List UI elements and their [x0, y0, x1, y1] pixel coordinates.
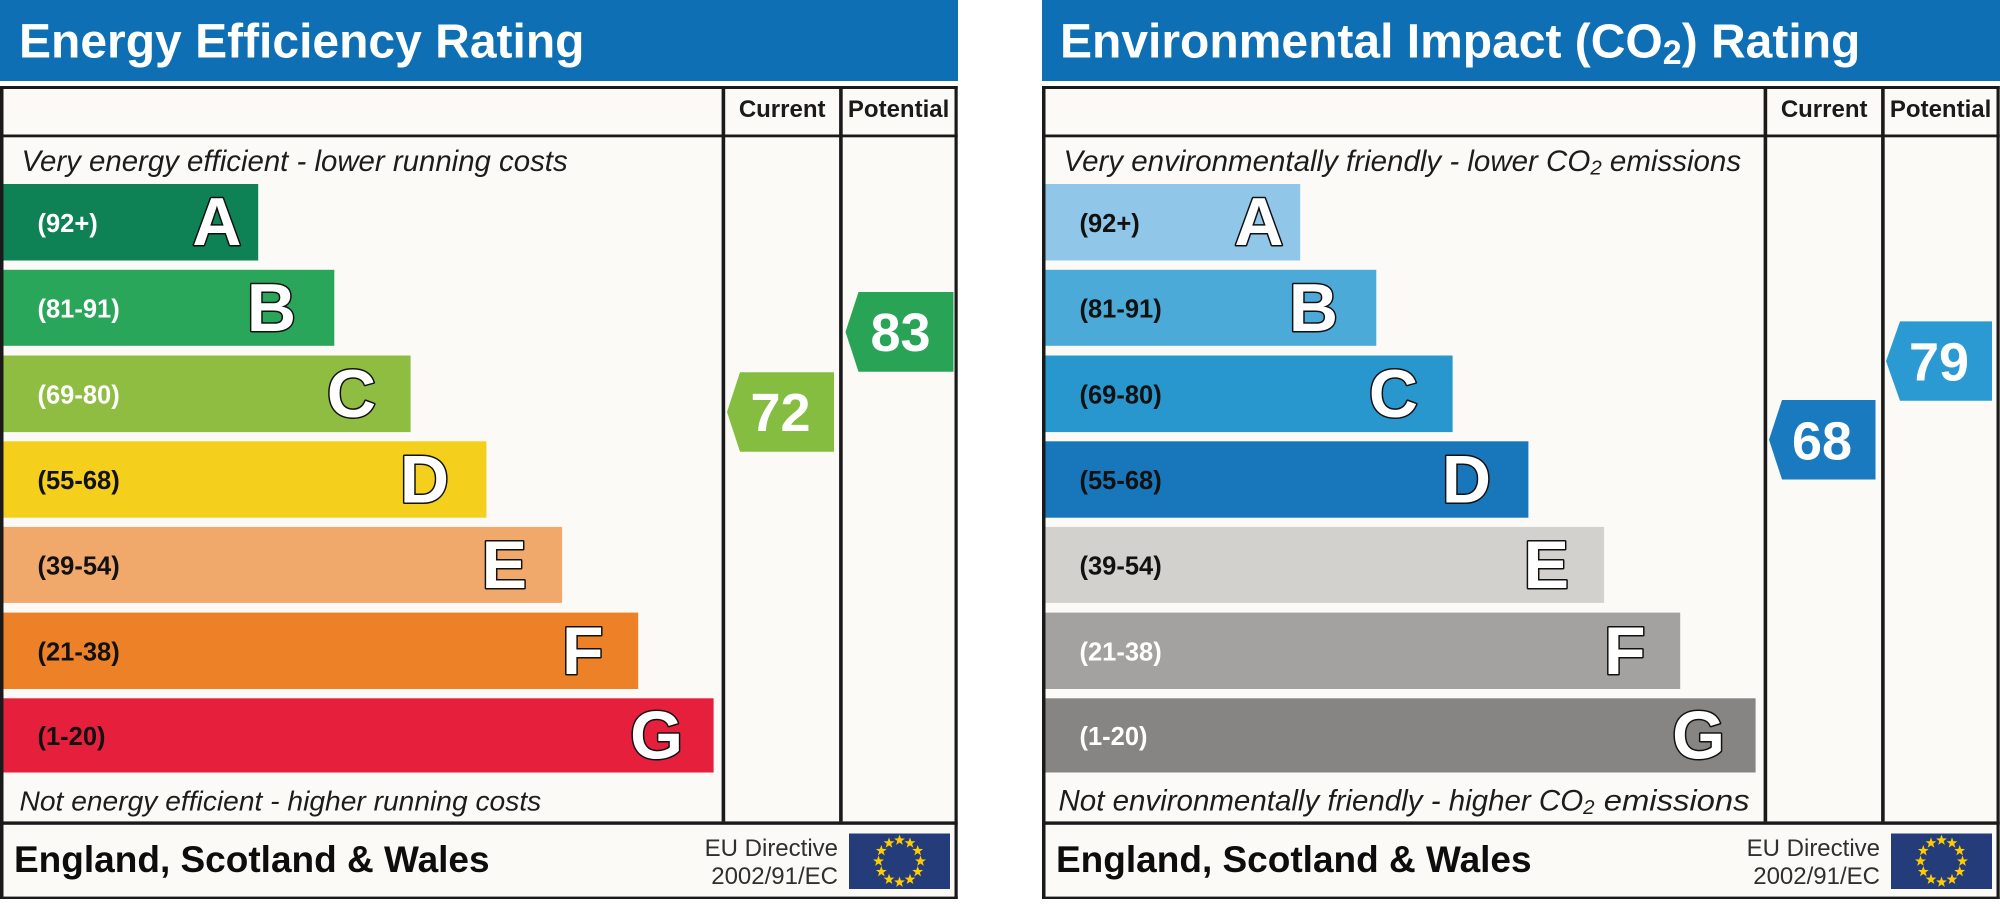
svg-text:(1-20): (1-20) — [38, 723, 106, 751]
svg-text:F: F — [1604, 613, 1646, 689]
svg-text:Energy Efficiency Rating: Energy Efficiency Rating — [19, 16, 584, 69]
svg-text:B: B — [247, 270, 296, 346]
svg-text:Environmental Impact (CO2) Rat: Environmental Impact (CO2) Rating — [1060, 16, 1860, 73]
svg-text:D: D — [1442, 442, 1491, 518]
svg-text:(81-91): (81-91) — [1080, 295, 1162, 323]
svg-text:Very energy efficient - lower: Very energy efficient - lower running co… — [22, 145, 568, 178]
svg-text:Not energy efficient - higher: Not energy efficient - higher running co… — [20, 785, 542, 817]
svg-text:A: A — [1234, 184, 1283, 260]
svg-text:Current: Current — [739, 96, 826, 123]
svg-text:England, Scotland & Wales: England, Scotland & Wales — [14, 839, 490, 880]
svg-text:(69-80): (69-80) — [1080, 381, 1162, 409]
svg-text:E: E — [1524, 527, 1569, 603]
svg-text:2002/91/EC: 2002/91/EC — [711, 863, 838, 890]
svg-text:83: 83 — [870, 303, 930, 363]
svg-text:Potential: Potential — [1890, 96, 1991, 123]
svg-text:(81-91): (81-91) — [38, 295, 120, 323]
svg-text:England, Scotland & Wales: England, Scotland & Wales — [1056, 839, 1532, 880]
svg-text:C: C — [1369, 356, 1418, 432]
svg-text:2002/91/EC: 2002/91/EC — [1753, 863, 1880, 890]
svg-text:(92+): (92+) — [38, 210, 98, 238]
svg-text:Current: Current — [1781, 96, 1868, 123]
svg-text:(39-54): (39-54) — [1080, 552, 1162, 580]
svg-text:F: F — [562, 613, 604, 689]
svg-text:(55-68): (55-68) — [38, 467, 120, 495]
svg-text:G: G — [1672, 697, 1725, 773]
svg-text:B: B — [1289, 270, 1338, 346]
svg-text:Potential: Potential — [848, 96, 949, 123]
svg-text:(92+): (92+) — [1080, 210, 1140, 238]
svg-text:G: G — [630, 697, 683, 773]
svg-text:EU Directive: EU Directive — [705, 835, 838, 862]
svg-text:Very environmentally friendly: Very environmentally friendly - lower CO… — [1064, 145, 1742, 180]
svg-text:68: 68 — [1792, 412, 1852, 472]
svg-text:A: A — [192, 184, 241, 260]
svg-text:79: 79 — [1909, 333, 1969, 393]
svg-text:(21-38): (21-38) — [1080, 638, 1162, 666]
svg-text:(39-54): (39-54) — [38, 552, 120, 580]
svg-text:EU Directive: EU Directive — [1747, 835, 1880, 862]
svg-text:E: E — [482, 527, 527, 603]
svg-text:(69-80): (69-80) — [38, 381, 120, 409]
svg-text:C: C — [327, 356, 376, 432]
svg-text:Not environmentally friendly -: Not environmentally friendly - higher CO… — [1059, 785, 1750, 820]
svg-text:D: D — [400, 442, 449, 518]
svg-text:(55-68): (55-68) — [1080, 467, 1162, 495]
svg-text:(1-20): (1-20) — [1080, 723, 1148, 751]
svg-text:(21-38): (21-38) — [38, 638, 120, 666]
svg-text:72: 72 — [750, 383, 810, 443]
